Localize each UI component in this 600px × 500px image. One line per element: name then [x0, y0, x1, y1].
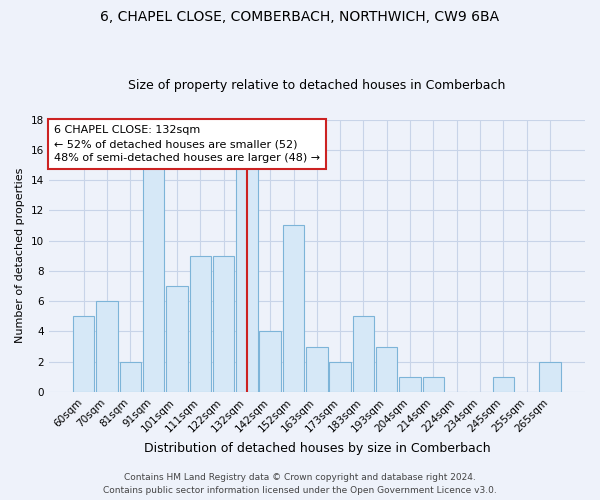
- Bar: [73, 316, 94, 392]
- Y-axis label: Number of detached properties: Number of detached properties: [15, 168, 25, 344]
- Bar: [306, 346, 328, 392]
- Bar: [143, 165, 164, 392]
- Bar: [166, 286, 188, 392]
- Text: Contains HM Land Registry data © Crown copyright and database right 2024.
Contai: Contains HM Land Registry data © Crown c…: [103, 474, 497, 495]
- Bar: [283, 226, 304, 392]
- Bar: [493, 377, 514, 392]
- Bar: [236, 165, 257, 392]
- Bar: [97, 301, 118, 392]
- Bar: [119, 362, 141, 392]
- Bar: [329, 362, 351, 392]
- Bar: [353, 316, 374, 392]
- Bar: [376, 346, 397, 392]
- Bar: [400, 377, 421, 392]
- Text: 6, CHAPEL CLOSE, COMBERBACH, NORTHWICH, CW9 6BA: 6, CHAPEL CLOSE, COMBERBACH, NORTHWICH, …: [100, 10, 500, 24]
- Bar: [422, 377, 444, 392]
- Bar: [213, 256, 235, 392]
- Bar: [190, 256, 211, 392]
- Bar: [259, 332, 281, 392]
- Title: Size of property relative to detached houses in Comberbach: Size of property relative to detached ho…: [128, 79, 506, 92]
- Bar: [539, 362, 560, 392]
- Text: 6 CHAPEL CLOSE: 132sqm
← 52% of detached houses are smaller (52)
48% of semi-det: 6 CHAPEL CLOSE: 132sqm ← 52% of detached…: [54, 125, 320, 163]
- X-axis label: Distribution of detached houses by size in Comberbach: Distribution of detached houses by size …: [143, 442, 490, 455]
